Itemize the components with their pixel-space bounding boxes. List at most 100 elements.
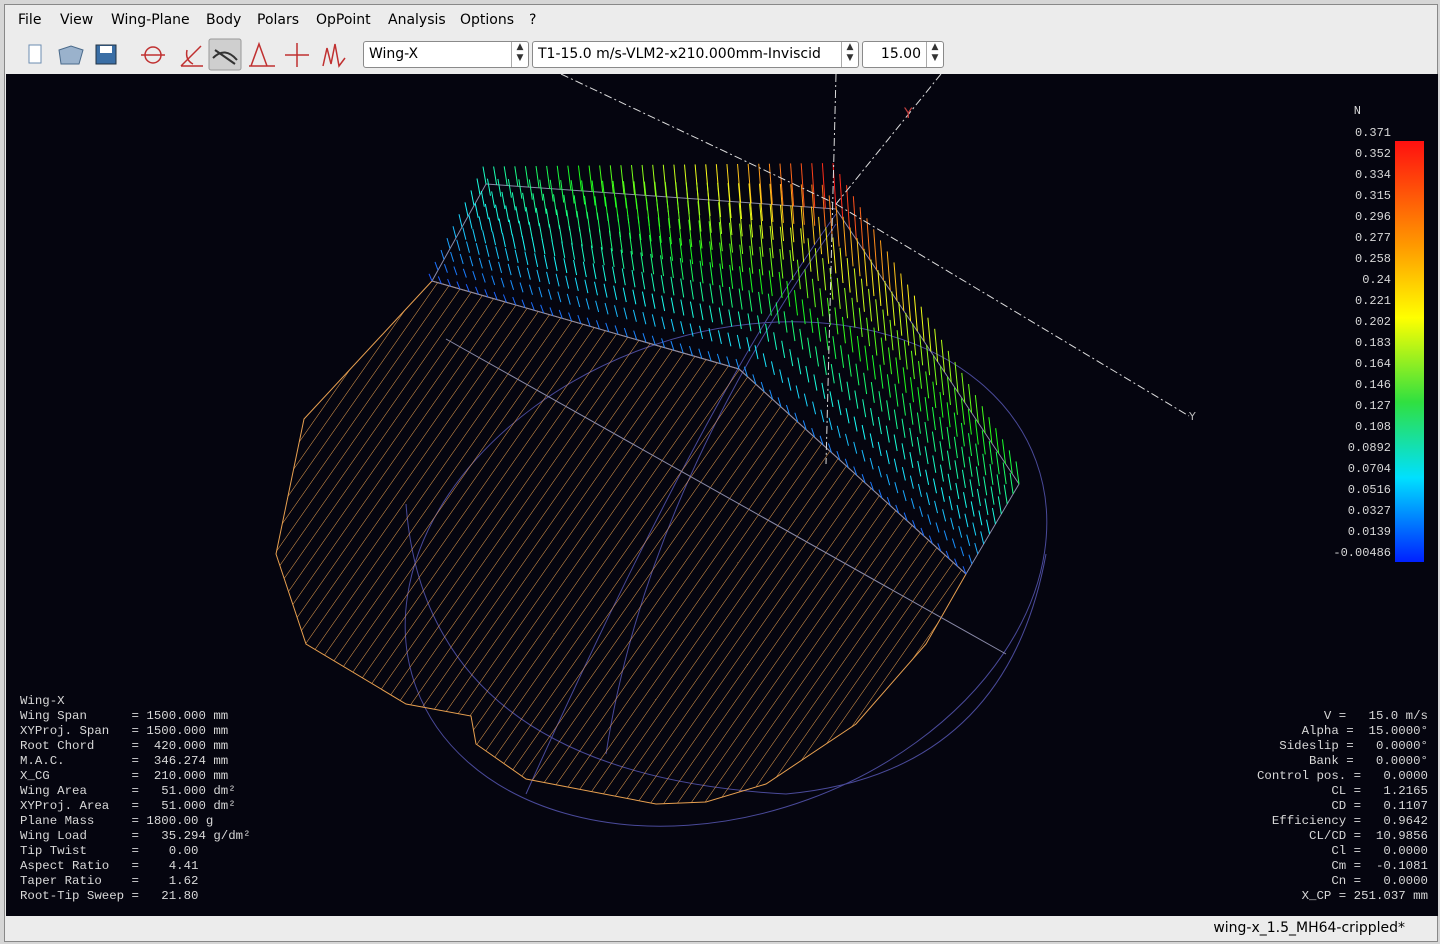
force-arrow (967, 408, 972, 435)
force-arrow (623, 327, 628, 338)
force-arrow (728, 309, 733, 327)
force-arrow (862, 399, 867, 418)
menu-item[interactable]: Analysis (388, 12, 446, 28)
wing-info-line: Plane Mass = 1800.00 g (20, 814, 214, 828)
force-arrow (679, 238, 684, 263)
force-arrow (528, 284, 533, 295)
force-arrow (699, 303, 704, 321)
force-arrow (916, 412, 921, 434)
wing-combo[interactable]: Wing-X ▲ ▼ (363, 41, 529, 68)
force-arrow (577, 314, 582, 324)
opp-combo[interactable]: 15.00 ▲ ▼ (862, 41, 944, 68)
force-arrow (577, 165, 582, 191)
force-arrow (937, 543, 942, 552)
force-arrow (779, 248, 784, 279)
force-arrow (839, 247, 844, 284)
force-arrow (886, 400, 891, 421)
menu-item[interactable]: ? (529, 12, 537, 28)
menu-item[interactable]: View (60, 12, 94, 28)
force-arrow (974, 542, 979, 555)
force-arrow (790, 163, 795, 207)
force-arrow (901, 418, 906, 438)
force-arrow (708, 327, 713, 342)
force-arrow (526, 267, 531, 280)
oppoint-icon[interactable] (322, 43, 346, 68)
menu-item[interactable]: Wing-Plane (111, 12, 190, 28)
force-arrow (855, 363, 860, 386)
force-arrow (927, 317, 932, 352)
menu-item[interactable]: Polars (257, 12, 300, 28)
force-arrow (925, 469, 930, 485)
force-arrow (866, 317, 871, 347)
force-arrow (588, 165, 593, 192)
force-arrow (660, 275, 665, 294)
opp-info-line: Efficiency = 0.9642 (1271, 814, 1428, 828)
force-arrow (563, 258, 568, 274)
force-arrow (932, 381, 937, 408)
color-bar-label: 0.296 (1354, 210, 1391, 224)
force-arrow (568, 312, 573, 322)
wing-line (445, 338, 1007, 655)
force-arrow (837, 399, 842, 416)
opp-info-line: CL/CD = 10.9856 (1309, 829, 1428, 843)
force-arrow (488, 217, 493, 233)
cp-view-icon[interactable] (180, 45, 203, 67)
force-arrow (838, 372, 843, 392)
force-arrow (650, 253, 655, 275)
force-arrow (535, 207, 540, 227)
force-arrow (946, 376, 951, 405)
force-arrow (811, 427, 816, 438)
polar-combo[interactable]: T1-15.0 m/s-VLM2-x210.000mm-Inviscid ▲ ▼ (532, 41, 859, 68)
force-arrow (752, 374, 757, 385)
3d-view-button[interactable] (208, 38, 242, 71)
force-arrow (571, 242, 576, 260)
force-arrow (748, 267, 753, 293)
force-arrow (630, 165, 635, 195)
menu-item[interactable]: OpPoint (316, 12, 371, 28)
menu-item[interactable]: Options (460, 12, 515, 28)
color-bar-label: 0.0704 (1347, 462, 1391, 476)
force-arrow (896, 330, 901, 360)
force-arrow (834, 307, 839, 335)
menu-item[interactable]: File (18, 12, 42, 28)
force-arrow (746, 337, 751, 352)
force-arrow (728, 202, 733, 236)
force-arrow (749, 245, 754, 274)
cross-icon[interactable] (285, 43, 309, 67)
force-arrow (521, 235, 526, 251)
graph-icon[interactable] (249, 41, 275, 67)
new-icon[interactable] (28, 44, 42, 64)
wing-info: Wing-X Wing Span = 1500.000 mm XYProj. Spa… (20, 694, 251, 904)
force-arrow (727, 183, 732, 219)
force-arrow (555, 273, 560, 287)
force-arrow (739, 266, 744, 291)
3d-view[interactable]: Y Y N 0.371 0.352 0.334 0.315 0.296 0.277 0.25… (6, 74, 1438, 916)
open-icon[interactable] (58, 45, 84, 65)
force-arrow (641, 271, 646, 290)
force-arrow (573, 259, 578, 276)
force-arrow (735, 358, 740, 370)
force-arrow (785, 404, 790, 415)
force-arrow (707, 351, 712, 362)
combo-arrow: ▲ ▼ (926, 42, 943, 67)
force-arrow (652, 164, 657, 197)
force-arrow (737, 311, 742, 330)
force-arrow (593, 281, 598, 296)
force-arrow (699, 281, 704, 302)
color-bar-label: 0.334 (1354, 168, 1391, 182)
force-arrow (670, 318, 675, 332)
force-arrow (793, 290, 798, 316)
menu-item[interactable]: Body (206, 12, 242, 28)
force-arrow (599, 165, 604, 193)
force-arrow (472, 228, 477, 242)
force-arrow (719, 263, 724, 288)
force-arrow (886, 497, 891, 506)
force-arrow (468, 215, 473, 229)
force-arrow (495, 246, 500, 259)
force-arrow (488, 259, 493, 271)
force-arrow (870, 381, 875, 403)
force-arrow (955, 482, 960, 500)
force-arrow (934, 328, 939, 362)
force-arrow (902, 367, 907, 393)
status-text: wing-x_1.5_MH64-crippled* (1213, 920, 1405, 936)
